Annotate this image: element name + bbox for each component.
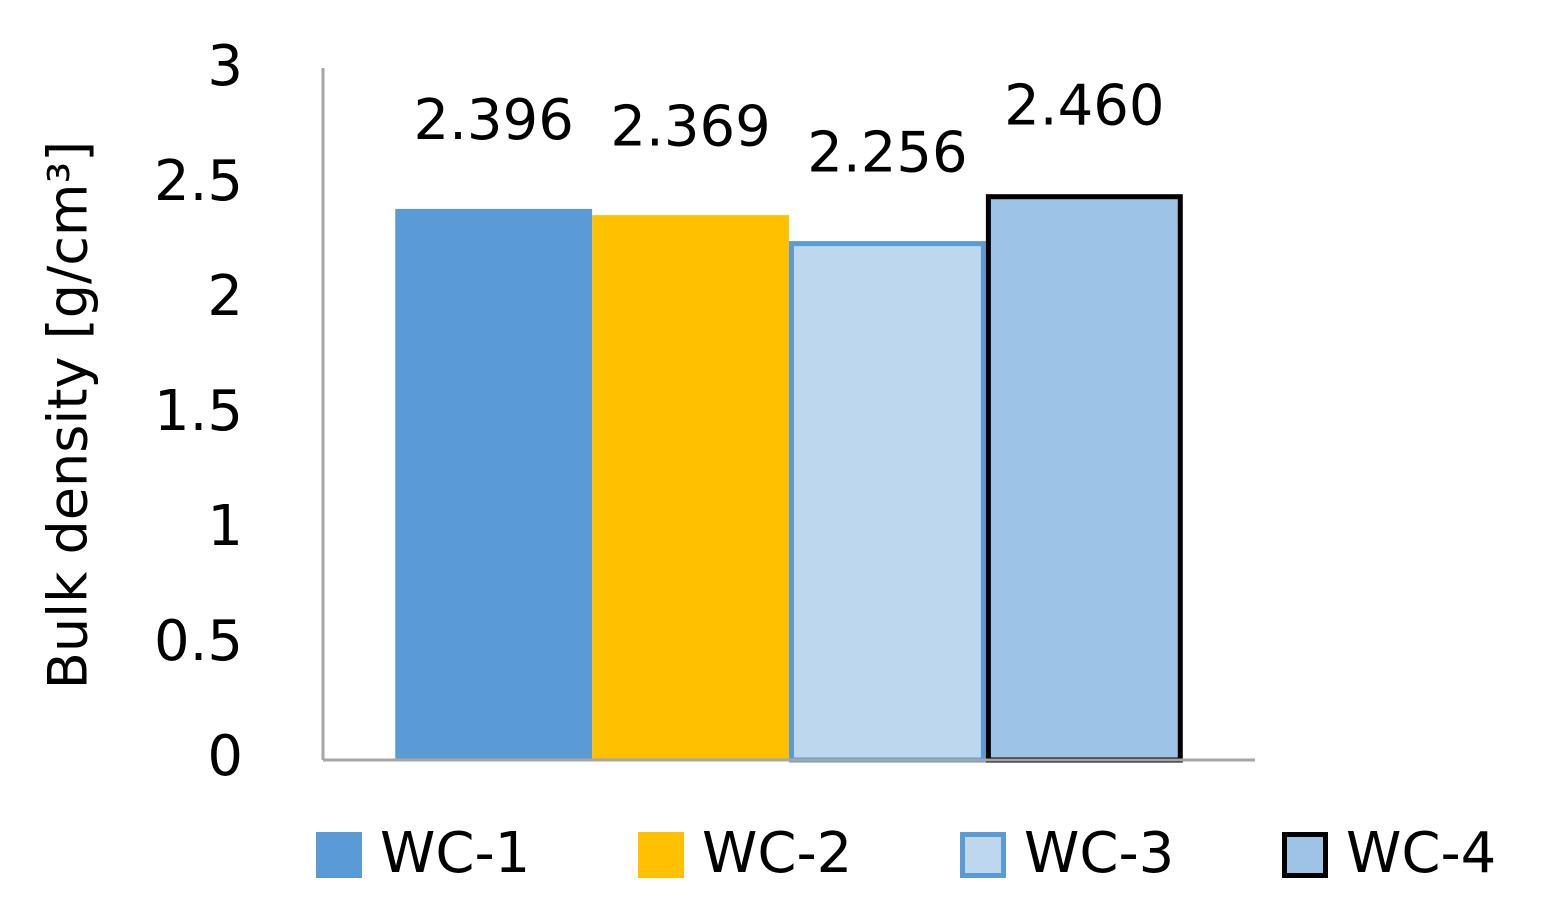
bar [985,194,1183,763]
y-tick-label: 2 [207,264,243,329]
legend-label: WC-1 [380,821,530,886]
y-axis-label: Bulk density [g/cm³] [37,141,100,689]
legend-swatch [960,832,1006,878]
y-tick-label: 0 [207,724,243,789]
value-label: 2.256 [807,120,967,185]
bar [592,215,789,760]
value-label: 2.369 [610,94,770,159]
legend-label: WC-4 [1346,821,1496,886]
y-tick-label: 1.5 [154,379,243,444]
value-label: 2.460 [1004,73,1164,138]
y-tick-label: 2.5 [154,149,243,214]
y-tick-label: 0.5 [154,609,243,674]
bar [395,208,593,761]
legend-swatch [1282,832,1328,878]
legend-swatch [638,832,684,878]
bar [789,241,986,763]
y-tick-label: 3 [207,34,243,99]
legend-label: WC-2 [702,821,852,886]
value-label: 2.396 [414,88,574,153]
legend-label: WC-3 [1024,821,1174,886]
y-tick-label: 1 [207,494,243,559]
legend-swatch [316,832,362,878]
